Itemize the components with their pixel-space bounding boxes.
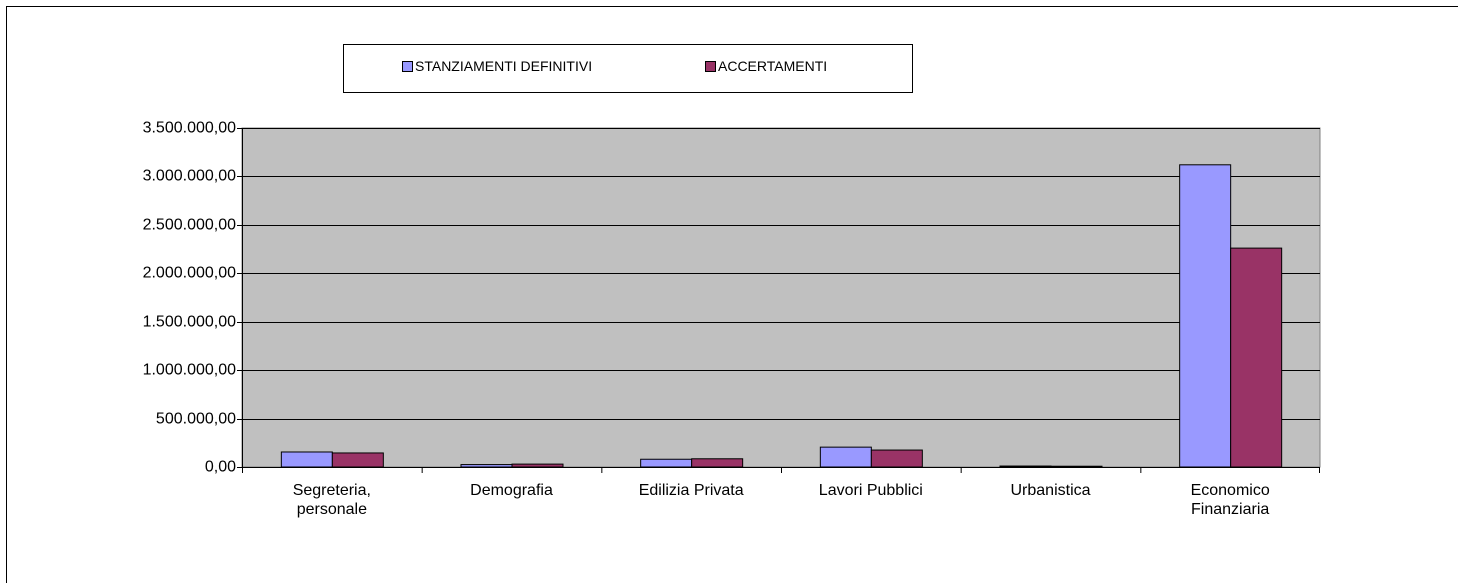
bar: [1179, 164, 1232, 468]
y-tick-label: 500.000,00: [156, 411, 236, 428]
bar: [1050, 465, 1103, 468]
y-tick-label: 2.000.000,00: [143, 265, 237, 282]
legend-box: [343, 44, 913, 93]
y-tick-label: 0,00: [205, 459, 236, 476]
plot-area: [241, 127, 1321, 468]
x-tick-label: Urbanistica: [1010, 482, 1091, 499]
x-tick-label: Segreteria, personale: [292, 482, 371, 518]
bar: [1230, 247, 1283, 468]
legend-swatch: [705, 60, 716, 72]
legend-label: ACCERTAMENTI: [718, 58, 828, 74]
y-tick-label: 2.500.000,00: [143, 217, 237, 234]
y-tick-label: 1.000.000,00: [143, 362, 237, 379]
x-tick-label: Lavori Pubblici: [818, 482, 923, 499]
bar: [691, 458, 744, 468]
x-tick-label: Demografia: [470, 482, 553, 499]
y-tick-label: 3.500.000,00: [143, 120, 237, 137]
chart-frame: [6, 6, 1458, 583]
bar: [460, 464, 513, 468]
legend-label: STANZIAMENTI DEFINITIVI: [415, 58, 593, 74]
bar: [999, 465, 1052, 468]
bar: [280, 451, 333, 468]
x-tick-label: Edilizia Privata: [638, 482, 744, 499]
y-tick-label: 1.500.000,00: [143, 314, 237, 331]
bar: [640, 458, 693, 468]
y-tick-label: 3.000.000,00: [143, 168, 237, 185]
bar: [511, 463, 564, 468]
legend-swatch: [402, 60, 413, 72]
legend-item: ACCERTAMENTI: [705, 58, 827, 74]
legend-item: STANZIAMENTI DEFINITIVI: [402, 58, 592, 74]
bar: [819, 446, 872, 468]
bar: [870, 449, 923, 468]
bar: [331, 452, 384, 468]
x-tick-label: Economico Finanziaria: [1190, 482, 1270, 518]
